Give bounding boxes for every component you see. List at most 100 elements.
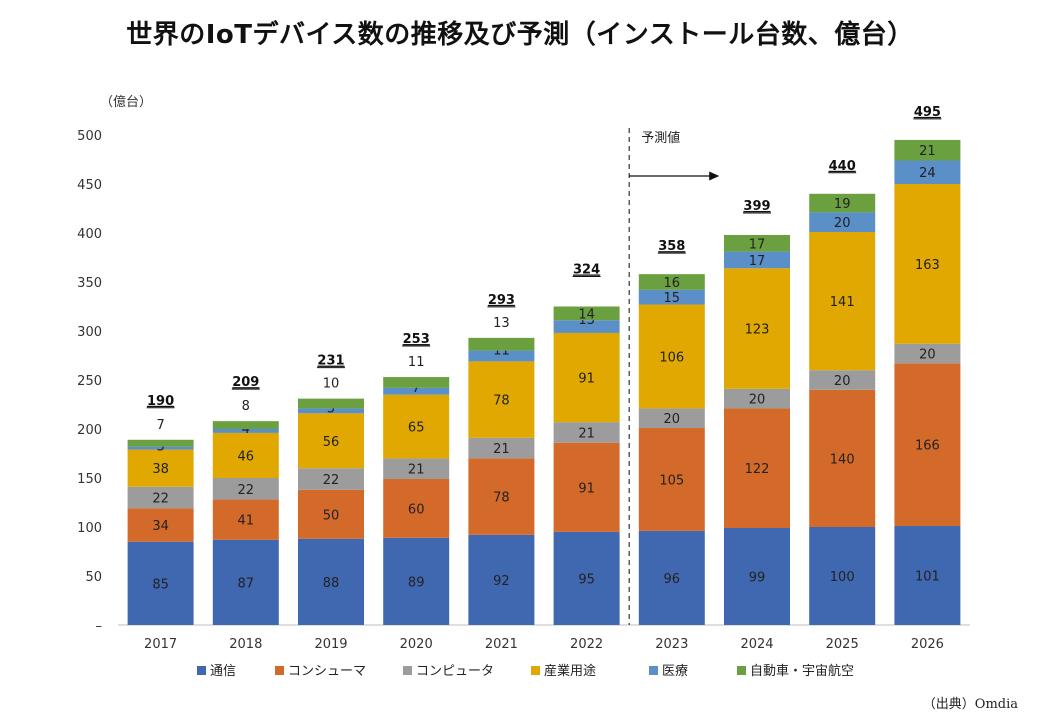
bar-segment-4 — [383, 394, 450, 459]
bar-segment-1 — [894, 526, 961, 625]
data-label: 20 — [834, 374, 851, 389]
y-tick-label: 50 — [85, 570, 102, 585]
forecast-arrow-head-icon — [709, 171, 720, 181]
bar-segment-5 — [894, 160, 961, 184]
bar-segment-1 — [212, 539, 279, 625]
bar-segment-6 — [638, 274, 705, 290]
data-label: 89 — [408, 575, 425, 590]
bar-segment-1 — [809, 527, 876, 625]
bar-segment-3 — [383, 458, 450, 479]
bar-segment-4 — [724, 268, 790, 389]
x-tick-label: 2022 — [570, 637, 603, 652]
y-tick-label: 350 — [77, 276, 102, 291]
total-label: 358 — [658, 239, 685, 254]
bar-segment-2 — [298, 489, 364, 539]
data-label: 78 — [493, 394, 510, 409]
data-label: 78 — [493, 491, 510, 506]
data-label: 41 — [238, 514, 255, 529]
data-label: 10 — [323, 377, 340, 392]
data-label: 166 — [915, 439, 940, 454]
bar-segment-2 — [809, 389, 876, 527]
y-tick-label: 500 — [77, 129, 102, 144]
data-label: 123 — [745, 323, 770, 338]
bar-segment-5 — [383, 387, 450, 395]
data-label: 20 — [749, 393, 766, 408]
bar-segment-1 — [468, 534, 535, 625]
total-label: 209 — [232, 375, 259, 390]
bar-segment-1 — [298, 538, 364, 625]
data-label: 21 — [408, 463, 425, 478]
bar-segment-3 — [553, 422, 620, 443]
data-label: 16 — [664, 276, 681, 291]
data-label: 14 — [578, 307, 595, 322]
legend-swatch — [649, 666, 658, 675]
bar-segment-5 — [127, 446, 194, 450]
data-label: 11 — [408, 355, 425, 370]
bar-segment-2 — [127, 508, 194, 542]
y-tick-label: 450 — [77, 178, 102, 193]
bar-segment-5 — [553, 320, 620, 333]
data-label: 4 — [242, 422, 250, 437]
legend-swatch — [531, 666, 540, 675]
data-label: 141 — [830, 295, 855, 310]
bar-segment-6 — [383, 377, 450, 388]
bar-segment-5 — [638, 289, 705, 305]
total-label: 440 — [829, 159, 856, 174]
legend-swatch — [737, 666, 746, 675]
y-tick-label: 300 — [77, 325, 102, 340]
legend-swatch — [403, 666, 412, 675]
bar-segment-2 — [383, 478, 450, 538]
bar-segment-4 — [212, 432, 279, 478]
bar-segment-2 — [894, 363, 961, 527]
bar-segment-2 — [638, 428, 705, 531]
legend-label: 産業用途 — [544, 663, 596, 679]
bar-segment-3 — [468, 437, 535, 459]
data-label: 34 — [152, 519, 169, 534]
total-label: 324 — [573, 262, 600, 277]
data-label: 22 — [238, 483, 255, 498]
bar-segment-2 — [724, 408, 790, 528]
data-label: 7 — [156, 418, 164, 433]
bar-segment-6 — [894, 139, 961, 161]
data-label: 17 — [749, 237, 766, 252]
legend-label: コンシューマ — [288, 664, 366, 679]
legend-swatch — [275, 666, 284, 675]
data-label: 22 — [323, 473, 340, 488]
data-label: 20 — [664, 412, 681, 427]
bar-segment-6 — [298, 398, 364, 409]
data-label: 15 — [664, 291, 681, 306]
data-label: 22 — [152, 492, 169, 507]
data-label: 60 — [408, 502, 425, 517]
data-label: 21 — [493, 442, 510, 457]
total-label: 293 — [488, 293, 515, 308]
data-label: 100 — [830, 570, 855, 585]
y-tick-label: 150 — [77, 472, 102, 487]
total-label: 495 — [914, 105, 941, 120]
data-label: 21 — [578, 426, 595, 441]
bar-segment-4 — [298, 413, 364, 469]
data-label: 5 — [327, 401, 335, 416]
data-label: 38 — [152, 462, 169, 477]
y-axis-unit-label: （億台） — [100, 94, 152, 110]
data-label: 87 — [238, 576, 255, 591]
data-label: 24 — [919, 166, 936, 181]
data-label: 50 — [323, 508, 340, 523]
data-label: 101 — [915, 570, 940, 585]
bar-segment-3 — [127, 486, 194, 509]
data-label: 19 — [834, 197, 851, 212]
data-label: 46 — [238, 449, 255, 464]
bar-segment-6 — [212, 421, 279, 429]
total-label: 253 — [403, 332, 430, 347]
chart-title: 世界のIoTデバイス数の推移及び予測（インストール台数、億台） — [126, 20, 914, 50]
data-label: 163 — [915, 258, 940, 273]
y-tick-label: 250 — [77, 374, 102, 389]
data-label: 17 — [749, 254, 766, 269]
data-label: 85 — [152, 577, 169, 592]
bar-segment-5 — [468, 350, 535, 362]
total-label: 190 — [147, 394, 174, 409]
bar-segment-3 — [894, 343, 961, 364]
bar-segment-5 — [724, 251, 790, 269]
legend-label: 医療 — [662, 664, 688, 679]
data-label: 140 — [830, 452, 855, 467]
data-label: 96 — [664, 572, 681, 587]
